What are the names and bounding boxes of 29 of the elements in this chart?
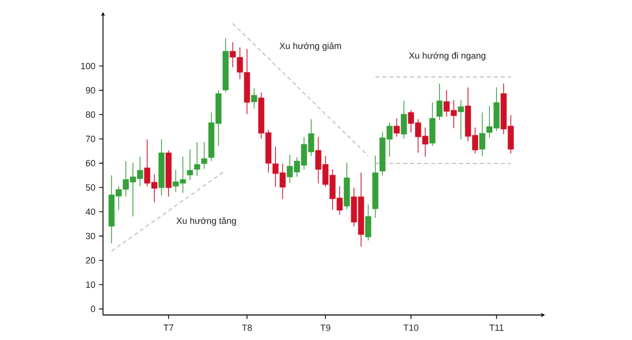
candlestick	[479, 112, 486, 157]
annotation: Xu hướng đi ngang	[408, 52, 486, 61]
y-tick-label: 60	[86, 160, 96, 166]
x-tick-label: T10	[403, 324, 418, 331]
y-tick-label: 10	[86, 281, 96, 288]
y-tick-label: 90	[86, 87, 96, 94]
candlestick	[194, 142, 200, 176]
candlestick	[251, 88, 258, 109]
x-tick-label: T8	[242, 324, 252, 331]
y-tick-label: 40	[86, 208, 96, 215]
y-tick-label: 100	[81, 62, 96, 70]
candlestick	[394, 118, 400, 138]
candlestick	[365, 204, 372, 241]
y-tick-label: 80	[86, 111, 96, 118]
x-tick-label: T7	[164, 324, 174, 331]
y-tick-label: 30	[86, 232, 96, 240]
candlestick	[436, 83, 442, 120]
x-tick-label: T11	[489, 324, 504, 331]
annotation: Xu hướng giảm	[280, 42, 341, 51]
x-tick-label: T9	[320, 324, 330, 331]
y-tick-label: 0	[90, 306, 96, 312]
candlestick	[458, 100, 464, 140]
y-tick-label: 20	[86, 257, 96, 264]
y-tick-label: 50	[86, 184, 96, 191]
candlestick	[186, 148, 193, 181]
y-tick-label: 70	[86, 136, 96, 142]
candlestick	[400, 100, 407, 140]
candlestick	[201, 142, 208, 170]
annotation: Xu hướng tăng	[176, 217, 236, 226]
